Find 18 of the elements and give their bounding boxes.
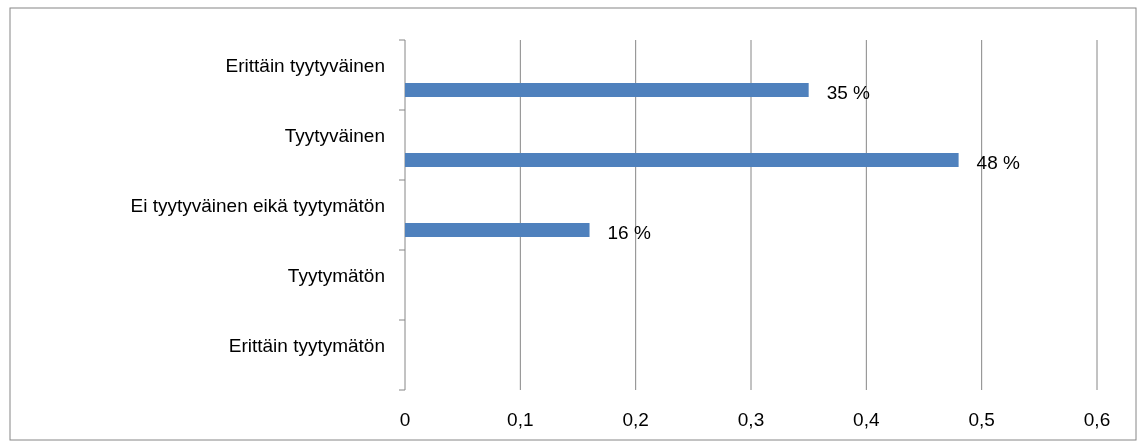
data-label: 35 % xyxy=(826,82,871,103)
x-tick-label: 0,1 xyxy=(507,409,534,430)
x-tick-label: 0,2 xyxy=(622,409,649,430)
data-label: 48 % xyxy=(976,152,1021,173)
x-tick-label: 0,5 xyxy=(968,409,995,430)
y-tick-label: Erittäin tyytyväinen xyxy=(225,55,385,76)
x-tick-label: 0,4 xyxy=(853,409,880,430)
x-tick-label: 0 xyxy=(399,409,411,430)
bar xyxy=(405,153,959,167)
x-tick-label: 0,3 xyxy=(737,409,765,430)
y-tick-label: Tyytyväinen xyxy=(284,125,385,146)
bar xyxy=(405,83,809,97)
y-tick-label: Ei tyytyväinen eikä tyytymätön xyxy=(130,195,385,216)
x-tick-label: 0,6 xyxy=(1083,409,1111,430)
y-tick-label: Tyytymätön xyxy=(287,265,385,286)
bar xyxy=(405,223,590,237)
y-tick-label: Erittäin tyytymätön xyxy=(228,335,385,356)
data-label: 16 % xyxy=(607,222,651,243)
